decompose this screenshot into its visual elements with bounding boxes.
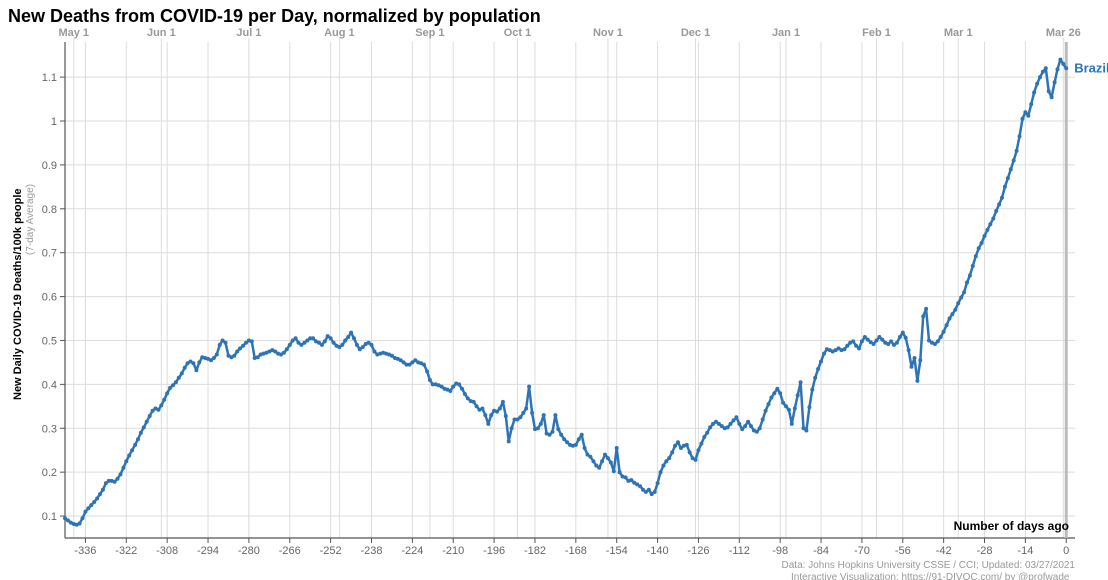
y-tick-label: 0.5 bbox=[42, 335, 57, 347]
x-tick-label: -322 bbox=[115, 545, 137, 557]
month-label: Jun 1 bbox=[147, 27, 176, 39]
month-label: Mar 1 bbox=[944, 27, 973, 39]
x-tick-label: -308 bbox=[156, 545, 178, 557]
x-tick-label: -98 bbox=[772, 545, 788, 557]
y-tick-label: 0.2 bbox=[42, 467, 57, 479]
credit-line-1: Data: Johns Hopkins University CSSE / CC… bbox=[782, 560, 1076, 571]
x-tick-label: -238 bbox=[360, 545, 382, 557]
x-tick-label: -126 bbox=[687, 545, 709, 557]
y-tick-label: 0.8 bbox=[42, 204, 57, 216]
month-label: Jul 1 bbox=[236, 27, 261, 39]
x-tick-label: -140 bbox=[647, 545, 669, 557]
chart-container: New Deaths from COVID-19 per Day, normal… bbox=[0, 0, 1108, 580]
chart-svg: -336-322-308-294-280-266-252-238-224-210… bbox=[0, 0, 1108, 580]
x-tick-label: -196 bbox=[483, 545, 505, 557]
y-tick-label: 0.9 bbox=[42, 160, 57, 172]
x-tick-label: -84 bbox=[813, 545, 829, 557]
chart-title: New Deaths from COVID-19 per Day, normal… bbox=[8, 6, 541, 27]
x-tick-label: -252 bbox=[320, 545, 342, 557]
month-label: Jan 1 bbox=[772, 27, 800, 39]
series-line-brazil bbox=[65, 60, 1066, 525]
y-tick-label: 1.1 bbox=[42, 72, 57, 84]
grid: -336-322-308-294-280-266-252-238-224-210… bbox=[42, 42, 1075, 557]
credit-line-2: Interactive Visualization: https://91-DI… bbox=[791, 572, 1075, 580]
x-tick-label: -42 bbox=[936, 545, 952, 557]
y-tick-label: 0.3 bbox=[42, 423, 57, 435]
x-tick-label: -182 bbox=[524, 545, 546, 557]
y-axis-title: New Daily COVID-19 Deaths/100k people(7-… bbox=[12, 184, 36, 400]
x-tick-label: -266 bbox=[279, 545, 301, 557]
x-tick-label: -154 bbox=[606, 545, 628, 557]
x-tick-label: -168 bbox=[565, 545, 587, 557]
x-tick-label: -210 bbox=[442, 545, 464, 557]
month-label: May 1 bbox=[58, 27, 89, 39]
x-axis-title: Number of days ago bbox=[954, 519, 1069, 533]
month-label: Dec 1 bbox=[681, 27, 710, 39]
month-label: Nov 1 bbox=[593, 27, 623, 39]
x-tick-label: -294 bbox=[197, 545, 219, 557]
month-label: Mar 26 bbox=[1046, 27, 1081, 39]
month-label: Feb 1 bbox=[862, 27, 891, 39]
x-tick-label: 0 bbox=[1063, 545, 1069, 557]
y-tick-label: 0.4 bbox=[42, 379, 57, 391]
month-label: Aug 1 bbox=[324, 27, 355, 39]
x-tick-label: -56 bbox=[895, 545, 911, 557]
month-label: Oct 1 bbox=[504, 27, 532, 39]
x-tick-label: -280 bbox=[238, 545, 260, 557]
y-tick-label: 1 bbox=[51, 116, 57, 128]
y-tick-label: 0.6 bbox=[42, 292, 57, 304]
series-label-brazil: Brazil bbox=[1074, 60, 1108, 75]
x-tick-label: -70 bbox=[854, 545, 870, 557]
x-tick-label: -336 bbox=[74, 545, 96, 557]
y-tick-label: 0.7 bbox=[42, 248, 57, 260]
series-markers bbox=[63, 58, 1068, 527]
y-tick-label: 0.1 bbox=[42, 511, 57, 523]
x-tick-label: -112 bbox=[729, 545, 750, 557]
x-tick-label: -28 bbox=[977, 545, 993, 557]
x-tick-label: -224 bbox=[401, 545, 423, 557]
month-label: Sep 1 bbox=[415, 27, 444, 39]
x-tick-label: -14 bbox=[1017, 545, 1033, 557]
top-date-labels: May 1 Jun 1 Jul 1 Aug 1 Sep 1 Oct 1 Nov 1 Dec 1… bbox=[58, 27, 1080, 538]
